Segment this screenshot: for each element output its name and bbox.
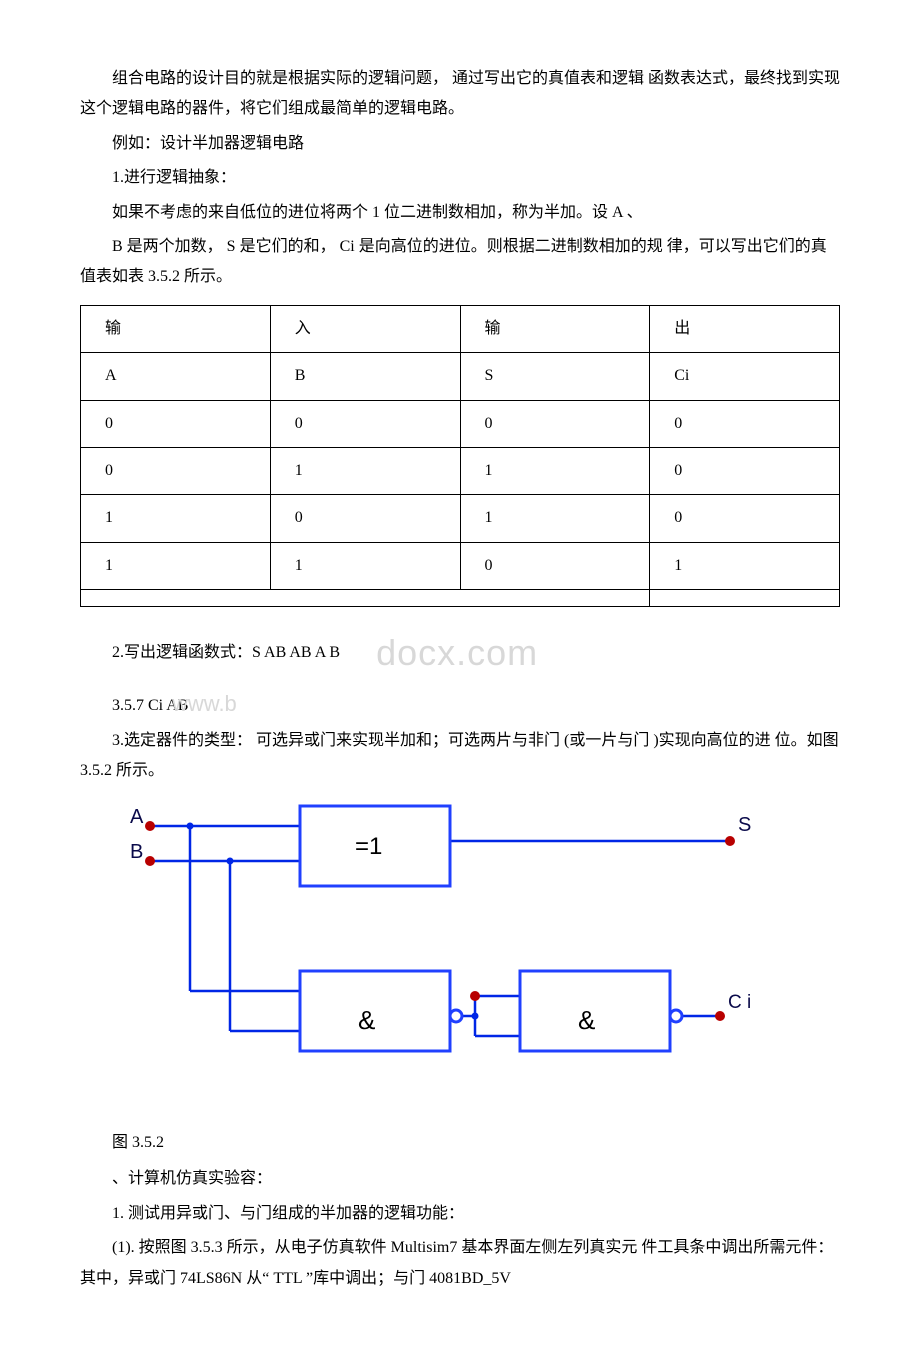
svg-text:&: &: [578, 1005, 595, 1035]
paragraph: 例如：设计半加器逻辑电路: [80, 129, 840, 159]
table-cell-empty: [650, 590, 840, 607]
paragraph: B 是两个加数， S 是它们的和， Ci 是向高位的进位。则根据二进制数相加的规…: [80, 232, 840, 293]
table-row: 输 入 输 出: [81, 305, 840, 352]
table-row: A B S Ci: [81, 353, 840, 400]
table-cell: 1: [81, 542, 271, 589]
table-cell: 1: [460, 447, 650, 494]
table-cell: S: [460, 353, 650, 400]
table-cell: 1: [270, 542, 460, 589]
table-cell: 1: [270, 447, 460, 494]
circuit-svg: AB S C i =1 & &: [120, 801, 760, 1111]
table-row: 1 0 1 0: [81, 495, 840, 542]
paragraph: 2.写出逻辑函数式：S AB AB A Bdocx.com: [80, 619, 840, 687]
svg-text:&: &: [358, 1005, 375, 1035]
svg-text:A: A: [130, 806, 144, 828]
table-cell: 0: [460, 542, 650, 589]
table-cell: 输: [81, 305, 271, 352]
table-cell: 0: [270, 495, 460, 542]
table-cell: 1: [81, 495, 271, 542]
table-cell: 1: [650, 542, 840, 589]
svg-text:C i: C i: [728, 992, 751, 1013]
paragraph: 、计算机仿真实验容：: [80, 1164, 840, 1194]
table-cell: 输: [460, 305, 650, 352]
table-cell: 出: [650, 305, 840, 352]
paragraph: 组合电路的设计目的就是根据实际的逻辑问题， 通过写出它的真值表和逻辑 函数表达式…: [80, 64, 840, 125]
table-cell: 0: [81, 447, 271, 494]
circuit-diagram: AB S C i =1 & &: [120, 801, 840, 1122]
table-cell: 0: [650, 400, 840, 447]
table-cell: 1: [460, 495, 650, 542]
table-cell: 0: [460, 400, 650, 447]
table-row: 0 0 0 0: [81, 400, 840, 447]
table-row: 1 1 0 1: [81, 542, 840, 589]
table-cell: Ci: [650, 353, 840, 400]
table-cell: B: [270, 353, 460, 400]
paragraph: 1. 测试用异或门、与门组成的半加器的逻辑功能：: [80, 1199, 840, 1229]
paragraph: (1). 按照图 3.5.3 所示，从电子仿真软件 Multisim7 基本界面…: [80, 1233, 840, 1294]
svg-text:=1: =1: [355, 833, 382, 860]
watermark-text: www.b: [140, 683, 237, 725]
formula-text: 2.写出逻辑函数式：S AB AB A B: [112, 644, 340, 661]
figure-caption: 图 3.5.2: [80, 1128, 840, 1158]
table-cell: 0: [270, 400, 460, 447]
table-row: [81, 590, 840, 607]
table-cell: 0: [81, 400, 271, 447]
watermark-text: docx.com: [344, 619, 538, 687]
paragraph: 3.选定器件的类型： 可选异或门来实现半加和；可选两片与非门 (或一片与门 )实…: [80, 726, 840, 787]
paragraph: 1.进行逻辑抽象：: [80, 163, 840, 193]
table-row: 0 1 1 0: [81, 447, 840, 494]
table-cell-empty: [81, 590, 650, 607]
paragraph: www.b 3.5.7 Ci AB: [80, 691, 840, 721]
table-cell: 0: [650, 495, 840, 542]
truth-table: 输 入 输 出 A B S Ci 0 0 0 0 0 1 1 0 1 0 1 0…: [80, 305, 840, 607]
paragraph: 如果不考虑的来自低位的进位将两个 1 位二进制数相加，称为半加。设 A 、: [80, 198, 840, 228]
table-cell: 入: [270, 305, 460, 352]
table-cell: A: [81, 353, 271, 400]
svg-text:S: S: [738, 814, 751, 836]
svg-text:B: B: [130, 841, 143, 863]
table-cell: 0: [650, 447, 840, 494]
